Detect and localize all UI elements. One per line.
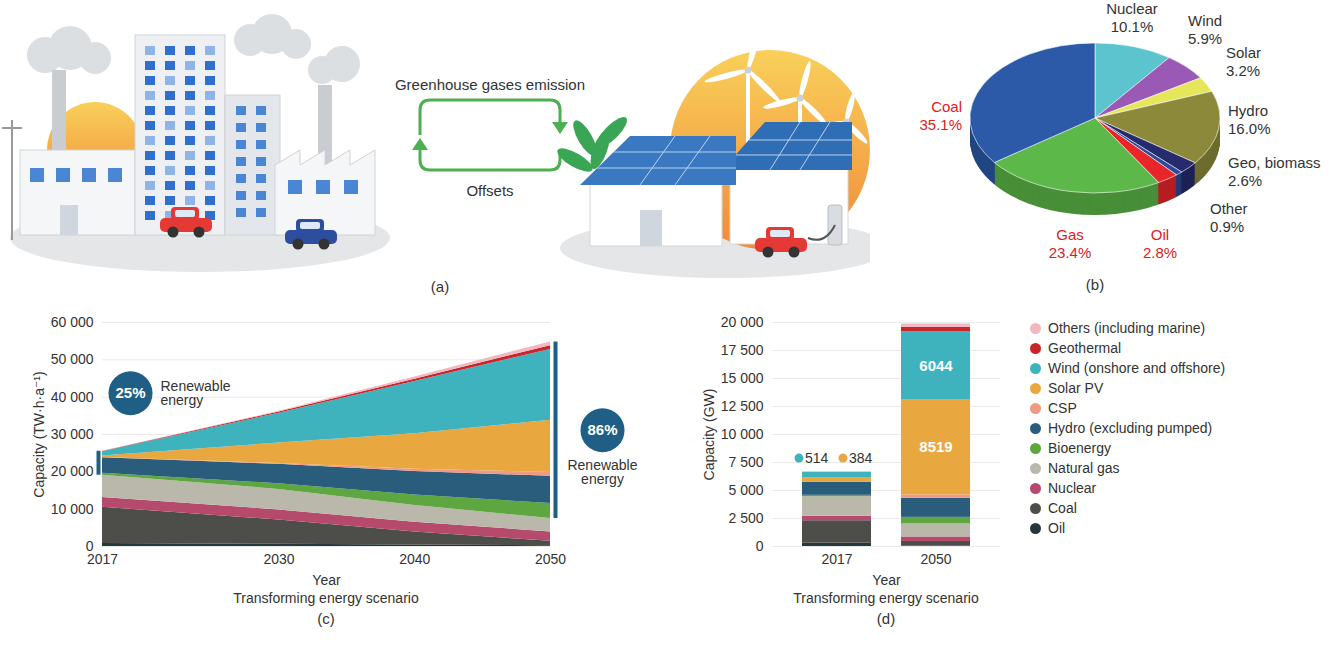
svg-text:Oil: Oil <box>1151 226 1169 243</box>
svg-text:10.1%: 10.1% <box>1111 18 1154 35</box>
svg-text:2017: 2017 <box>821 551 852 567</box>
svg-text:20 000: 20 000 <box>51 463 94 479</box>
svg-text:30 000: 30 000 <box>51 426 94 442</box>
html-text:Transforming energy scenario: Transforming energy scenario <box>793 590 979 606</box>
svg-text:5.9%: 5.9% <box>1188 30 1222 47</box>
html-text:Wind (onshore and offshore): Wind (onshore and offshore) <box>1048 360 1226 376</box>
svg-text:2030: 2030 <box>263 551 294 567</box>
html-text:Others (including marine): Others (including marine) <box>1048 320 1206 336</box>
html-text:Solar PV: Solar PV <box>1048 380 1104 396</box>
html-text:CSP: CSP <box>1048 400 1077 416</box>
html-text:Nuclear: Nuclear <box>1048 480 1097 496</box>
svg-text:Year: Year <box>312 572 341 588</box>
svg-text:0: 0 <box>85 538 94 554</box>
svg-text:(a): (a) <box>431 278 449 295</box>
svg-text:2017: 2017 <box>87 551 118 567</box>
svg-text:Nuclear: Nuclear <box>1106 0 1158 17</box>
html-text:(c): (c) <box>317 610 335 627</box>
svg-text:Renewableenergy: Renewableenergy <box>567 457 637 487</box>
svg-text:8519: 8519 <box>919 438 952 455</box>
svg-text:Greenhouse gases emission: Greenhouse gases emission <box>395 76 585 93</box>
svg-text:Coal: Coal <box>931 98 962 115</box>
svg-text:20 000: 20 000 <box>721 314 764 330</box>
svg-text:Renewableenergy: Renewableenergy <box>161 378 231 408</box>
html-text:Coal: Coal <box>1048 500 1077 516</box>
svg-text:10 000: 10 000 <box>51 501 94 517</box>
svg-text:12 500: 12 500 <box>721 398 764 414</box>
svg-text:2050: 2050 <box>535 551 566 567</box>
svg-text:0.9%: 0.9% <box>1210 218 1244 235</box>
svg-text:5 000: 5 000 <box>728 482 763 498</box>
svg-text:86%: 86% <box>587 421 617 438</box>
svg-text:Other: Other <box>1210 200 1248 217</box>
html-text:(d): (d) <box>876 610 896 627</box>
svg-text:Wind: Wind <box>1188 12 1222 29</box>
svg-text:3.2%: 3.2% <box>1226 62 1260 79</box>
svg-text:6044: 6044 <box>919 357 953 374</box>
svg-text:2040: 2040 <box>399 551 430 567</box>
svg-text:Year: Year <box>872 572 901 588</box>
svg-text:Solar: Solar <box>1226 44 1261 61</box>
svg-text:384: 384 <box>849 450 873 466</box>
svg-text:Capacity (TW·h·a⁻¹): Capacity (TW·h·a⁻¹) <box>31 371 47 497</box>
svg-text:Geo, biomass: Geo, biomass <box>1228 154 1321 171</box>
html-text:Oil: Oil <box>1048 520 1066 536</box>
svg-text:Capacity (GW): Capacity (GW) <box>701 389 717 481</box>
html-text:Bioenergy: Bioenergy <box>1048 440 1111 456</box>
svg-text:2.8%: 2.8% <box>1143 244 1177 261</box>
svg-text:10 000: 10 000 <box>721 426 764 442</box>
svg-text:50 000: 50 000 <box>51 351 94 367</box>
svg-text:25%: 25% <box>115 384 145 401</box>
svg-text:7 500: 7 500 <box>728 454 763 470</box>
svg-text:15 000: 15 000 <box>721 370 764 386</box>
svg-text:514: 514 <box>805 450 829 466</box>
svg-text:(b): (b) <box>1086 276 1104 293</box>
svg-text:2050: 2050 <box>920 551 951 567</box>
svg-text:Offsets: Offsets <box>466 182 513 199</box>
svg-text:35.1%: 35.1% <box>919 116 962 133</box>
svg-text:23.4%: 23.4% <box>1049 244 1092 261</box>
svg-text:2.6%: 2.6% <box>1228 172 1262 189</box>
html-text:Hydro (excluding pumped): Hydro (excluding pumped) <box>1048 420 1213 436</box>
svg-text:0: 0 <box>756 538 764 554</box>
svg-text:2 500: 2 500 <box>728 510 763 526</box>
html-text:Natural gas: Natural gas <box>1048 460 1120 476</box>
svg-text:17 500: 17 500 <box>721 342 764 358</box>
html-text:Geothermal: Geothermal <box>1048 340 1122 356</box>
svg-text:60 000: 60 000 <box>51 314 94 330</box>
svg-text:Hydro: Hydro <box>1228 102 1268 119</box>
svg-text:40 000: 40 000 <box>51 389 94 405</box>
svg-text:Gas: Gas <box>1056 226 1084 243</box>
html-text:Transforming energy scenario: Transforming energy scenario <box>233 590 419 606</box>
svg-text:16.0%: 16.0% <box>1228 120 1271 137</box>
